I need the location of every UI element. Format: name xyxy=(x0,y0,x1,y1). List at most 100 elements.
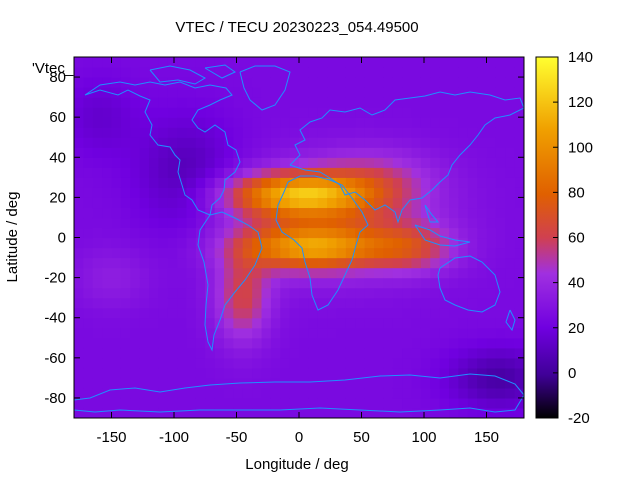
heatmap-cell xyxy=(167,377,178,389)
heatmap-cell xyxy=(167,327,178,339)
y-tick-label: 0 xyxy=(58,230,66,247)
colorbar-tick-label: 120 xyxy=(568,94,593,111)
heatmap-cell xyxy=(477,347,488,359)
heatmap-cell xyxy=(158,247,169,259)
heatmap-cell xyxy=(477,357,488,369)
heatmap-cell xyxy=(270,327,281,339)
heatmap-cell xyxy=(467,247,478,259)
heatmap-cell xyxy=(224,167,234,178)
heatmap-cell xyxy=(449,237,459,249)
heatmap-cell xyxy=(364,217,375,229)
heatmap-cell xyxy=(449,177,459,188)
heatmap-cell xyxy=(420,297,431,309)
heatmap-cell xyxy=(308,157,319,168)
heatmap-cell xyxy=(477,307,488,319)
heatmap-cell xyxy=(167,167,178,178)
heatmap-cell xyxy=(92,147,103,158)
heatmap-cell xyxy=(458,377,469,389)
heatmap-cell xyxy=(317,407,328,418)
heatmap-cell xyxy=(392,327,403,339)
heatmap-cell xyxy=(299,97,309,108)
heatmap-cell xyxy=(74,147,84,158)
heatmap-cell xyxy=(345,407,356,418)
heatmap-cell xyxy=(139,397,150,409)
heatmap-cell xyxy=(467,107,478,118)
heatmap-cell xyxy=(336,347,347,359)
heatmap-cell xyxy=(261,387,272,399)
heatmap-cell xyxy=(327,57,338,68)
heatmap-cell xyxy=(167,57,178,68)
heatmap-cell xyxy=(130,257,141,269)
heatmap-cell xyxy=(392,97,403,108)
heatmap-cell xyxy=(92,257,103,269)
heatmap-cell xyxy=(261,267,272,279)
heatmap-cell xyxy=(420,357,431,369)
heatmap-cell xyxy=(102,107,113,118)
heatmap-cell xyxy=(205,367,216,379)
heatmap-cell xyxy=(299,387,309,399)
heatmap-cell xyxy=(224,257,234,269)
heatmap-cell xyxy=(289,347,300,359)
heatmap-cell xyxy=(289,147,300,158)
heatmap-cell xyxy=(336,237,347,249)
heatmap-cell xyxy=(392,347,403,359)
heatmap-cell xyxy=(252,367,263,379)
heatmap-cell xyxy=(486,217,497,229)
heatmap-cell xyxy=(345,287,356,299)
heatmap-cell xyxy=(167,317,178,329)
heatmap-cell xyxy=(449,167,459,178)
heatmap-cell xyxy=(149,57,159,68)
heatmap-cell xyxy=(364,337,375,349)
heatmap-cell xyxy=(364,297,375,309)
heatmap-cell xyxy=(214,297,225,309)
heatmap-cell xyxy=(345,177,356,188)
heatmap-cell xyxy=(102,257,113,269)
heatmap-cell xyxy=(505,177,516,188)
heatmap-cell xyxy=(355,107,366,118)
heatmap-cell xyxy=(186,227,197,239)
heatmap-cell xyxy=(111,367,122,379)
heatmap-cell xyxy=(130,147,141,158)
heatmap-cell xyxy=(458,167,469,178)
heatmap-cell xyxy=(195,97,206,108)
heatmap-cell xyxy=(383,217,394,229)
heatmap-cell xyxy=(458,357,469,369)
heatmap-cell xyxy=(449,207,459,219)
heatmap-cell xyxy=(336,97,347,108)
heatmap-cell xyxy=(392,57,403,68)
heatmap-cell xyxy=(383,137,394,148)
heatmap-cell xyxy=(205,67,216,78)
heatmap-cell xyxy=(449,137,459,148)
heatmap-cell xyxy=(289,67,300,78)
heatmap-cell xyxy=(402,107,413,118)
heatmap-cell xyxy=(214,377,225,389)
heatmap-cell xyxy=(374,207,384,219)
heatmap-cell xyxy=(195,267,206,279)
heatmap-cell xyxy=(458,227,469,239)
heatmap-cell xyxy=(439,57,450,68)
heatmap-cell xyxy=(392,297,403,309)
heatmap-cell xyxy=(411,177,422,188)
heatmap-cell xyxy=(364,97,375,108)
heatmap-cell xyxy=(374,367,384,379)
heatmap-cell xyxy=(327,177,338,188)
heatmap-cell xyxy=(158,217,169,229)
heatmap-cell xyxy=(392,337,403,349)
heatmap-cell xyxy=(505,87,516,98)
heatmap-cell xyxy=(467,267,478,279)
heatmap-cell xyxy=(158,257,169,269)
heatmap-cell xyxy=(120,57,131,68)
heatmap-cell xyxy=(111,117,122,128)
heatmap-cell xyxy=(92,397,103,409)
heatmap-cell xyxy=(336,217,347,229)
heatmap-cell xyxy=(83,177,94,188)
heatmap-cell xyxy=(130,337,141,349)
heatmap-cell xyxy=(383,187,394,198)
heatmap-cell xyxy=(270,277,281,289)
heatmap-cell xyxy=(149,407,159,418)
heatmap-cell xyxy=(130,117,141,128)
heatmap-cell xyxy=(233,277,244,289)
heatmap-cell xyxy=(92,57,103,68)
heatmap-cell xyxy=(308,167,319,178)
heatmap-cell xyxy=(449,357,459,369)
